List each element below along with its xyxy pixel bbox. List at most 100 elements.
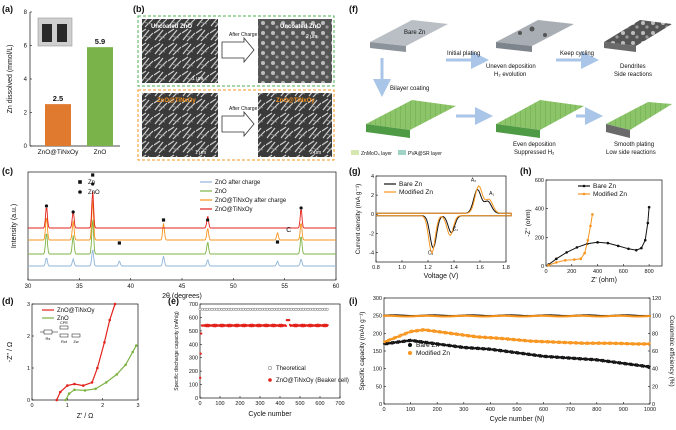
deposit-3	[543, 33, 547, 37]
slab-bare-side	[370, 42, 406, 52]
i-capacity-point	[517, 339, 520, 342]
i-capacity-point	[642, 343, 645, 346]
d-xtick-label: 1	[66, 403, 69, 409]
i-capacity-point	[442, 344, 445, 347]
i-capacity-point	[442, 330, 445, 333]
e-ytick-label: 100	[189, 383, 198, 389]
i-capacity-point	[407, 338, 410, 341]
g-annotation: C₂	[428, 250, 434, 256]
c-xtick-label: 50	[230, 284, 237, 290]
i-y2tick-label: 0	[652, 402, 655, 408]
i-capacity-point	[538, 355, 541, 358]
h-xlabel: Z' (ohm)	[591, 277, 617, 284]
d-ytick-label: 0	[27, 398, 30, 404]
i-capacity-point	[441, 342, 444, 345]
c-legend-label: ZnO after charge	[215, 180, 261, 186]
i-capacity-point	[647, 364, 650, 367]
i-capacity-point	[560, 357, 563, 360]
i-capacity-point	[464, 347, 467, 350]
h-xtick-label: 600	[619, 269, 628, 275]
scale-1: 1 μm	[192, 76, 203, 82]
i-y2tick-label: 60	[652, 349, 658, 355]
i-xtick-label: 0	[382, 407, 385, 413]
h-point	[575, 246, 579, 249]
d-point	[108, 318, 112, 322]
h-point	[564, 258, 567, 262]
chart-a: 0 2 4 6 8 2.5 ZnO@TiNxOy 5.9 ZnO Zn dissolved (mm…	[7, 10, 120, 156]
i-y2tick-label: 40	[652, 367, 658, 373]
d-circuit-cpe-label: CPE	[60, 320, 69, 325]
i-capacity-point	[522, 351, 525, 354]
i-capacity-point	[580, 343, 583, 346]
g-xtick-label: 1.0	[398, 265, 406, 271]
e-point-theoretical	[217, 307, 221, 311]
i-capacity-point	[602, 341, 605, 344]
i-capacity-point	[620, 343, 623, 346]
i-capacity-point	[415, 330, 418, 333]
h-ytick-label: 600	[535, 178, 544, 184]
i-capacity-point	[635, 364, 638, 367]
i-capacity-point	[529, 340, 532, 343]
h-point	[616, 244, 620, 248]
i-xtick-label: 600	[539, 407, 548, 413]
i-capacity-point	[511, 350, 514, 353]
i-capacity-point	[557, 340, 560, 343]
i-capacity-point	[518, 338, 521, 341]
i-capacity-point	[402, 339, 405, 342]
i-capacity-point	[635, 363, 638, 366]
h-xtick-label: 0	[544, 269, 547, 275]
i-capacity-point	[623, 363, 626, 366]
i-capacity-point	[546, 339, 549, 342]
e-plot-frame	[199, 303, 341, 399]
e-point-theoretical	[296, 307, 300, 311]
c-xtick-label: 30	[25, 284, 32, 290]
i-capacity-point	[466, 333, 469, 336]
c-legend-zno: ZnO	[88, 190, 100, 196]
c-xtick-label: 45	[179, 284, 186, 290]
i-capacity-point	[421, 329, 424, 332]
i-capacity-point	[422, 328, 425, 331]
panel-label-d: (d)	[2, 296, 14, 306]
d-ytick-label: 1	[27, 366, 30, 372]
i-capacity-point	[544, 356, 547, 359]
panel-a: (a) 0 2 4 6 8 2.5 ZnO@TiNxOy 5.9 ZnO Zn dissolved…	[2, 4, 120, 156]
i-capacity-point	[461, 333, 464, 336]
e-point-theoretical	[299, 307, 303, 311]
i-capacity-point	[431, 341, 434, 344]
e-point-theoretical	[304, 307, 308, 311]
i-capacity-point	[601, 360, 604, 363]
c-annotation: C	[286, 227, 291, 234]
i-capacity-point	[628, 362, 631, 365]
panel-label-h: (h)	[520, 166, 532, 176]
i-capacity-point	[551, 341, 554, 344]
i-capacity-point	[504, 349, 507, 352]
a-ytick-label: 6	[24, 44, 28, 50]
g-annotation: A₁	[489, 191, 494, 197]
e-point-theoretical	[268, 307, 272, 311]
i-capacity-point	[443, 332, 446, 335]
c-legend-label: ZnO	[215, 189, 227, 195]
i-capacity-point	[408, 331, 411, 334]
h-point	[583, 251, 586, 255]
i-capacity-point	[438, 331, 441, 334]
i-xtick-label: 1000	[644, 407, 656, 413]
e-point-theoretical	[313, 307, 317, 311]
after-charge-1: After Charge	[229, 32, 258, 38]
e-ytick-label: 700	[189, 302, 198, 308]
i-xtick-label: 900	[619, 407, 628, 413]
i-capacity-point	[408, 340, 411, 343]
i-capacity-point	[592, 343, 595, 346]
g-xtick-label: 1.2	[424, 265, 432, 271]
chart-c: 30 35 40 45 50 55 60 2θ (degrees) Intensity (a.u…	[11, 171, 340, 300]
c-ylabel: Intensity (a.u.)	[11, 204, 18, 248]
e-point-theoretical	[251, 307, 255, 311]
i-capacity-point	[486, 348, 489, 351]
e-point-theoretical	[229, 307, 233, 311]
label-uneven: Uneven deposition	[486, 64, 536, 70]
e-point-theoretical	[277, 307, 281, 311]
i-capacity-point	[387, 340, 390, 343]
i-ylabel2: Coulombic efficiency (%)	[668, 315, 675, 386]
i-capacity-point	[629, 364, 632, 367]
h-point	[643, 238, 647, 242]
i-capacity-point	[522, 338, 525, 341]
